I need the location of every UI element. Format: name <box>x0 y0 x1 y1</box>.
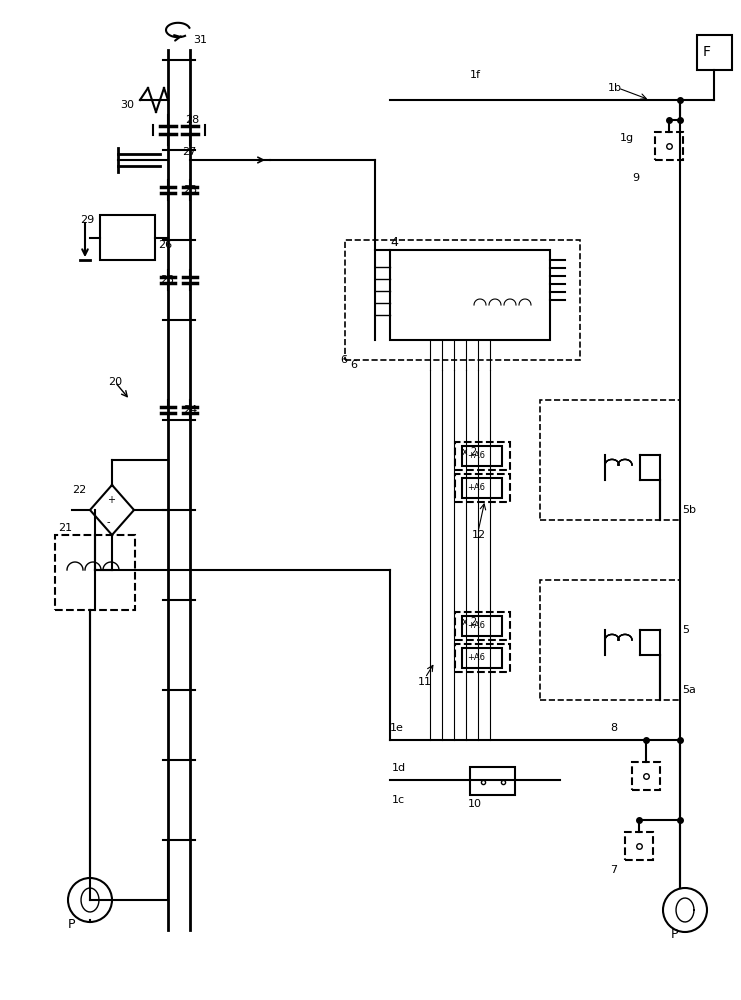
Text: 7: 7 <box>610 865 617 875</box>
Bar <box>540 580 680 700</box>
Text: -: - <box>107 517 110 527</box>
Text: 24: 24 <box>183 405 197 415</box>
Text: 29: 29 <box>80 215 94 225</box>
Bar <box>455 612 510 640</box>
Text: +A6: +A6 <box>467 621 485 631</box>
Text: 4: 4 <box>390 235 398 248</box>
Text: 10: 10 <box>468 799 482 809</box>
Text: 1c: 1c <box>392 795 405 805</box>
Text: 20: 20 <box>108 377 122 387</box>
Text: 1f: 1f <box>470 70 481 80</box>
Text: 28: 28 <box>185 115 199 125</box>
Bar <box>455 644 510 672</box>
Text: 26: 26 <box>158 240 172 250</box>
Text: 1e: 1e <box>390 723 404 733</box>
Text: 23: 23 <box>183 185 197 195</box>
Text: 6: 6 <box>350 360 357 370</box>
Bar <box>455 474 510 502</box>
Text: x 2: x 2 <box>462 447 477 457</box>
Bar <box>462 616 502 636</box>
Text: +: + <box>107 495 115 505</box>
Text: 5: 5 <box>682 625 689 635</box>
Bar <box>100 215 155 260</box>
Text: 5a: 5a <box>682 685 696 695</box>
Text: +A6: +A6 <box>467 452 485 460</box>
Text: 8: 8 <box>610 723 617 733</box>
Bar <box>540 400 680 520</box>
Text: +A6: +A6 <box>467 654 485 662</box>
Bar <box>345 240 580 360</box>
Text: 1d: 1d <box>392 763 406 773</box>
Text: 6: 6 <box>340 355 347 365</box>
Bar <box>462 478 502 498</box>
Bar <box>470 767 515 795</box>
Text: 31: 31 <box>193 35 207 45</box>
Text: P: P <box>68 918 76 932</box>
Bar <box>697 35 732 70</box>
Text: 27: 27 <box>182 147 196 157</box>
Bar <box>462 446 502 466</box>
Text: 22: 22 <box>72 485 86 495</box>
Bar <box>55 535 135 610</box>
Text: 1b: 1b <box>608 83 622 93</box>
Bar <box>655 132 683 160</box>
Text: 11: 11 <box>418 677 432 687</box>
Text: x 2: x 2 <box>462 617 477 627</box>
Text: 5b: 5b <box>682 505 696 515</box>
Bar <box>390 250 550 340</box>
Text: P: P <box>671 928 679 942</box>
Text: F: F <box>703 45 711 59</box>
Text: 1g: 1g <box>620 133 634 143</box>
Text: 25: 25 <box>160 275 174 285</box>
Text: 9: 9 <box>632 173 639 183</box>
Bar <box>625 832 653 860</box>
Bar <box>455 442 510 470</box>
Text: 21: 21 <box>58 523 72 533</box>
Text: +A6: +A6 <box>467 484 485 492</box>
Bar <box>462 648 502 668</box>
Bar <box>632 762 660 790</box>
Text: 30: 30 <box>120 100 134 110</box>
Text: 12: 12 <box>472 530 486 540</box>
